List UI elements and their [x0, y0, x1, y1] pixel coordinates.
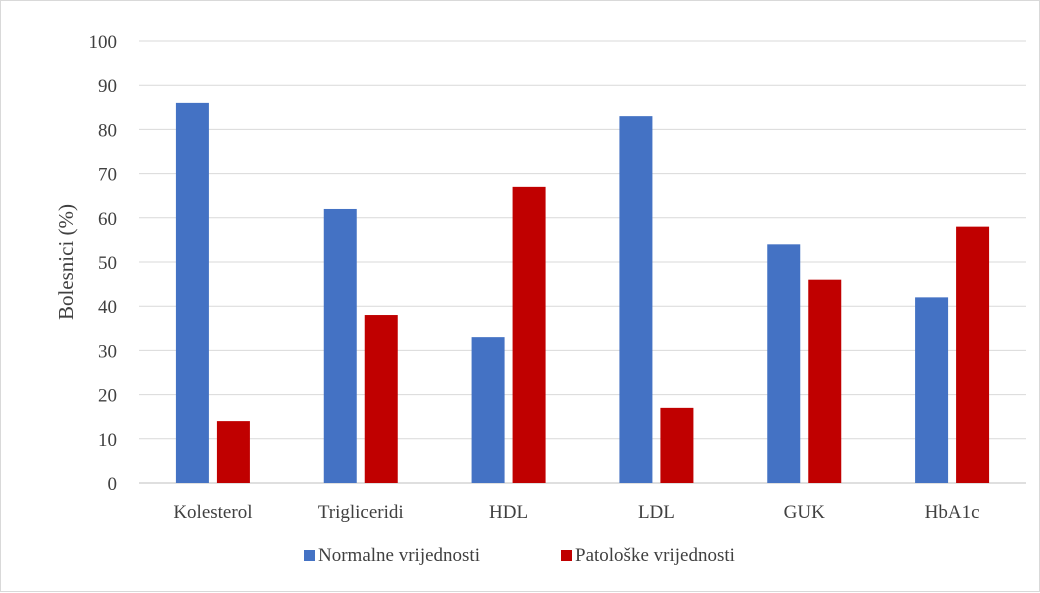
x-tick-label: HDL — [489, 502, 528, 523]
legend-label-pathological: Patološke vrijednosti — [575, 545, 735, 566]
bar-pathological-trigliceridi — [364, 315, 398, 483]
x-tick-label: LDL — [638, 502, 675, 523]
y-tick-label: 0 — [108, 474, 118, 495]
x-tick-label: Trigliceridi — [318, 502, 404, 523]
bar-pathological-ldl — [660, 407, 694, 483]
bar-pathological-kolesterol — [216, 421, 250, 483]
bar-normal-guk — [767, 244, 801, 483]
x-tick-label: GUK — [784, 502, 825, 523]
bar-normal-kolesterol — [175, 102, 209, 483]
x-tick-label: HbA1c — [925, 502, 980, 523]
y-tick-label: 40 — [98, 297, 117, 318]
bar-normal-ldl — [619, 116, 653, 483]
legend-label-normal: Normalne vrijednosti — [318, 545, 480, 566]
bar-pathological-hba1c — [956, 226, 990, 483]
y-axis-title: Bolesnici (%) — [54, 204, 78, 320]
y-tick-label: 100 — [89, 32, 118, 53]
bar-normal-trigliceridi — [323, 208, 357, 483]
bars — [175, 102, 990, 484]
x-tick-label: Kolesterol — [173, 502, 252, 523]
y-tick-label: 30 — [98, 341, 117, 362]
legend-swatch-normal — [304, 550, 315, 561]
y-axis-ticks: 0 10 20 30 40 50 60 70 80 90 100 — [89, 32, 118, 495]
y-tick-label: 20 — [98, 386, 117, 407]
y-tick-label: 60 — [98, 209, 117, 230]
y-tick-label: 10 — [98, 430, 117, 451]
bar-normal-hdl — [471, 337, 505, 483]
y-tick-label: 80 — [98, 120, 117, 141]
legend: Normalne vrijednosti Patološke vrijednost… — [304, 545, 735, 566]
bar-pathological-guk — [808, 279, 842, 483]
gridlines — [139, 40, 1026, 484]
x-axis-ticks: Kolesterol Trigliceridi HDL LDL GUK HbA1c — [173, 502, 979, 523]
bar-pathological-hdl — [512, 186, 546, 484]
legend-swatch-pathological — [561, 550, 572, 561]
y-tick-label: 50 — [98, 253, 117, 274]
y-tick-label: 90 — [98, 76, 117, 97]
y-tick-label: 70 — [98, 165, 117, 186]
bar-normal-hba1c — [915, 297, 949, 483]
